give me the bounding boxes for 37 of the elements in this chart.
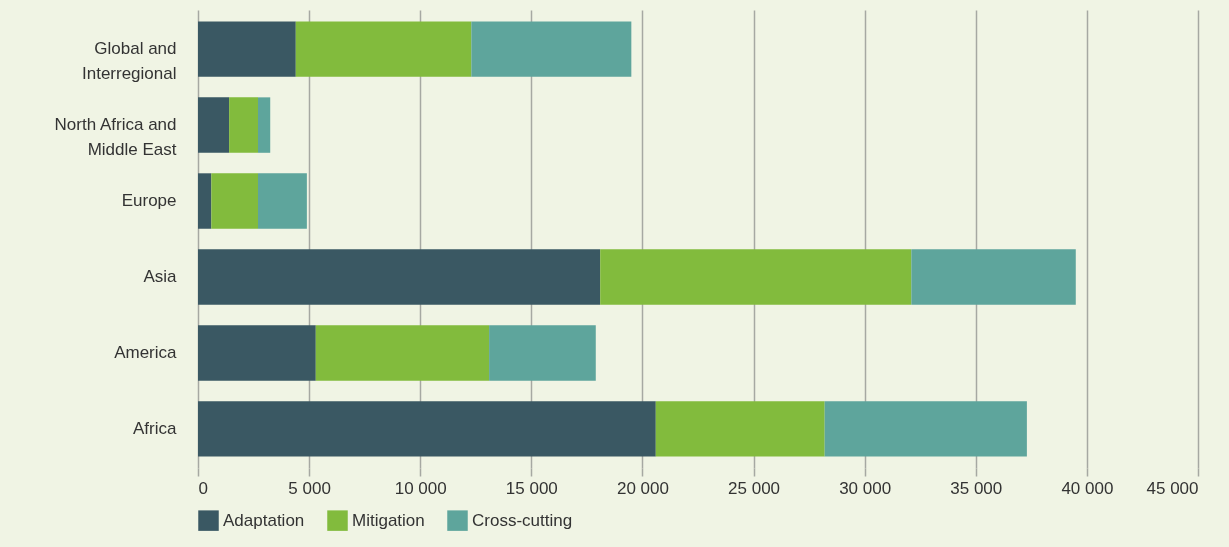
y-tick-label: North Africa and Middle East [54,115,177,160]
x-tick-label: 25 000 [728,478,781,498]
bar [211,173,258,229]
bar [655,401,825,457]
bar [229,97,258,153]
y-tick-label: Global and Interregional [81,39,177,84]
x-tick-label: 10 000 [394,478,447,498]
x-tick-label: 45 000 [1146,478,1199,498]
y-tick-label: Asia [143,266,178,286]
bar [315,325,490,381]
bar [600,249,912,305]
legend-label: Cross-cutting [472,510,573,530]
legend-label: Mitigation [352,510,425,530]
x-tick-label: 0 [198,478,208,498]
x-tick-label: 5 000 [288,478,331,498]
bar [258,97,271,153]
x-tick-label: 20 000 [616,478,669,498]
x-tick-label: 35 000 [950,478,1003,498]
bar [198,97,230,153]
bar [471,21,632,77]
x-tick-label: 30 000 [839,478,892,498]
bar [911,249,1076,305]
bar [295,21,472,77]
bar [198,173,212,229]
y-tick-label: Africa [133,418,178,438]
x-tick-label: 40 000 [1061,478,1114,498]
y-tick-label: America [114,342,178,362]
bar [489,325,596,381]
bar [198,325,316,381]
x-tick-label: 15 000 [505,478,558,498]
bar [198,249,601,305]
legend-label: Adaptation [223,510,305,530]
bar [824,401,1027,457]
bar [198,401,656,457]
bar [258,173,307,229]
y-tick-label: Europe [121,191,177,211]
bar [198,21,296,77]
